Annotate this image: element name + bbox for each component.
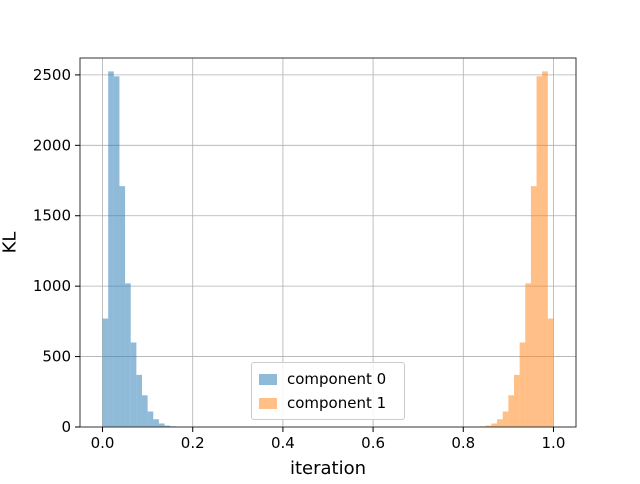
histogram-bar-component-0 bbox=[102, 318, 109, 427]
legend-swatch-component-0 bbox=[259, 373, 277, 385]
bars bbox=[102, 71, 554, 428]
histogram-bar-component-0 bbox=[119, 186, 126, 427]
y-tick-label: 2000 bbox=[33, 136, 71, 154]
histogram-bar-component-0 bbox=[164, 425, 171, 427]
histogram-bar-component-1 bbox=[485, 425, 492, 427]
histogram-bar-component-1 bbox=[547, 318, 554, 427]
x-tick-label: 1.0 bbox=[542, 434, 566, 452]
histogram-bar-component-0 bbox=[153, 419, 159, 427]
histogram-bar-component-0 bbox=[158, 423, 165, 427]
y-axis-label: KL bbox=[0, 231, 21, 254]
histogram-bar-component-0 bbox=[113, 76, 120, 428]
histogram-bar-component-1 bbox=[502, 411, 509, 427]
histogram-bar-component-1 bbox=[525, 283, 531, 427]
histogram-bar-component-0 bbox=[136, 374, 142, 427]
y-tick-label: 2500 bbox=[33, 66, 71, 84]
histogram-bar-component-0 bbox=[142, 395, 148, 427]
histogram-bar-component-1 bbox=[530, 186, 537, 427]
x-axis-label: iteration bbox=[289, 458, 367, 479]
histogram-bar-component-1 bbox=[542, 71, 548, 428]
histogram-bar-component-1 bbox=[514, 374, 520, 427]
legend-label-component-0: component 0 bbox=[287, 370, 387, 388]
legend-swatch-component-1 bbox=[259, 397, 277, 409]
legend-item-component-1: component 1 bbox=[259, 393, 386, 413]
y-tick-label: 1000 bbox=[33, 277, 71, 295]
histogram-bar-component-0 bbox=[108, 71, 114, 428]
histogram-bar-component-1 bbox=[491, 423, 498, 427]
histogram-bar-component-1 bbox=[497, 419, 503, 427]
legend: component 0 component 1 bbox=[251, 362, 405, 420]
legend-item-component-0: component 0 bbox=[259, 369, 386, 389]
histogram-bar-component-1 bbox=[508, 395, 514, 427]
ticks: 0.0 0.2 0.4 0.6 0.8 1.0 0 500 1000 1500 2000 2500 bbox=[33, 66, 566, 452]
histogram-bar-component-1 bbox=[536, 76, 543, 428]
legend-label-component-1: component 1 bbox=[287, 394, 387, 412]
x-tick-label: 0.8 bbox=[451, 434, 475, 452]
histogram-bar-component-0 bbox=[147, 411, 154, 427]
y-tick-label: 0 bbox=[61, 418, 71, 436]
x-tick-label: 0.0 bbox=[91, 434, 115, 452]
axes-frame bbox=[79, 57, 577, 428]
histogram-bar-component-1 bbox=[519, 342, 526, 427]
y-tick-label: 500 bbox=[42, 348, 71, 366]
y-tick-label: 1500 bbox=[33, 207, 71, 225]
histogram-bar-component-0 bbox=[130, 342, 137, 427]
x-tick-label: 0.4 bbox=[271, 434, 295, 452]
x-tick-label: 0.6 bbox=[361, 434, 385, 452]
x-tick-label: 0.2 bbox=[181, 434, 205, 452]
histogram-bar-component-0 bbox=[125, 283, 131, 427]
